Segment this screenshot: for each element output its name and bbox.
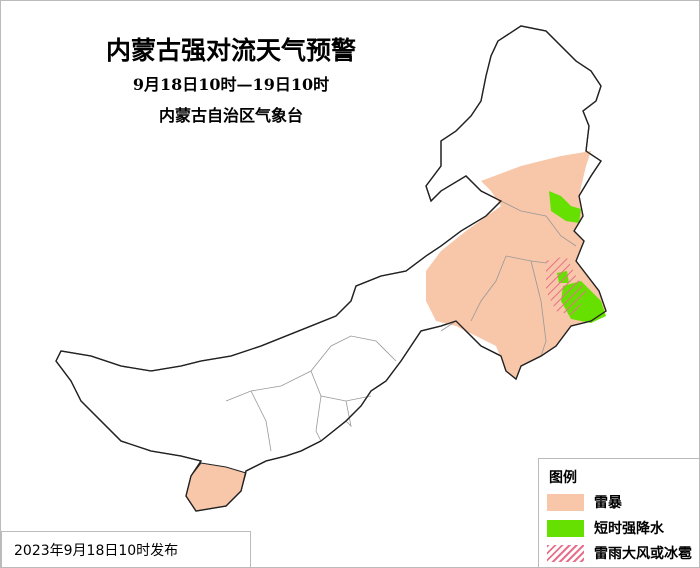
legend-label: 短时强降水 bbox=[594, 521, 664, 537]
publish-time: 2023年9月18日10时发布 bbox=[1, 531, 251, 567]
legend-heading: 图例 bbox=[549, 470, 577, 486]
legend-item-heavy-rain: 短时强降水 bbox=[547, 519, 664, 537]
issuer: 内蒙古自治区气象台 bbox=[158, 106, 303, 125]
wind-hail-swatch bbox=[547, 544, 584, 562]
map-title: 内蒙古强对流天气预警 bbox=[105, 36, 356, 65]
legend-label: 雷雨大风或冰雹 bbox=[594, 546, 692, 562]
heavy-rain-swatch bbox=[547, 519, 584, 537]
legend-label: 雷暴 bbox=[594, 495, 622, 511]
city-boundaries bbox=[225, 200, 577, 452]
valid-period: 9月18日10时—19日10时 bbox=[132, 75, 330, 94]
legend: 图例 雷暴 短时强降水 雷雨大风或冰雹 bbox=[538, 458, 699, 567]
legend-item-wind-hail: 雷雨大风或冰雹 bbox=[547, 544, 692, 562]
region-outline-border bbox=[55, 25, 607, 512]
thunderstorm-swatch bbox=[547, 493, 584, 511]
heavy-rain-area-north bbox=[549, 191, 581, 223]
wind-hail-area bbox=[546, 256, 586, 316]
legend-item-thunderstorm: 雷暴 bbox=[547, 493, 622, 511]
